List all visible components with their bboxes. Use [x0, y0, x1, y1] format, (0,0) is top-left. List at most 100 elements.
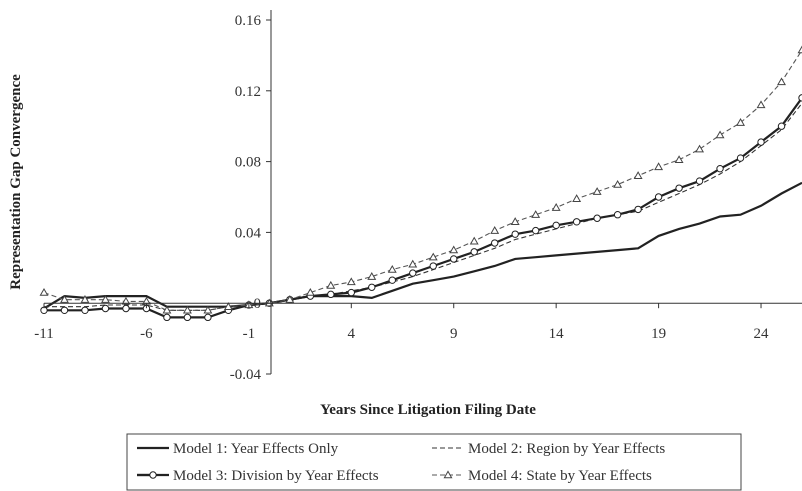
legend: Model 1: Year Effects Only Model 2: Regio… — [126, 433, 742, 491]
data-point-triangle — [162, 305, 172, 314]
data-point-circle — [163, 313, 171, 322]
x-tick-label: -1 — [243, 326, 256, 342]
legend-box — [126, 433, 742, 491]
legend-item: Model 1: Year Effects Only — [137, 441, 339, 457]
series-1 — [43, 181, 802, 310]
legend-marker-circle — [149, 471, 157, 479]
y-tick-label: 0 — [254, 296, 262, 312]
data-point-circle — [777, 122, 786, 130]
data-point-triangle — [695, 144, 705, 153]
data-point-triangle — [182, 305, 192, 314]
series-2 — [44, 102, 802, 311]
x-tick-label: 24 — [754, 326, 770, 342]
x-tick-label: 4 — [348, 326, 356, 342]
data-point-triangle — [408, 259, 418, 268]
data-point-circle — [81, 306, 89, 314]
x-tick-label: 9 — [450, 326, 458, 342]
data-point-circle — [736, 154, 745, 162]
data-point-circle — [122, 304, 130, 313]
legend-item: Model 4: State by Year Effects — [432, 468, 652, 484]
data-point-circle — [368, 283, 376, 291]
series-line-4 — [43, 49, 802, 311]
data-point-circle — [491, 239, 499, 247]
data-point-triangle — [285, 295, 295, 303]
data-point-triangle — [674, 155, 684, 164]
legend-marker-triangle — [443, 470, 453, 479]
data-point-circle — [409, 269, 417, 277]
axes: -0.04 0 0.04 0.08 0.12 0.16 -11 -6 -1 4 9 14 19 24 — [34, 10, 802, 383]
data-point-circle — [593, 214, 601, 222]
data-point-triangle — [613, 180, 623, 188]
data-point-circle — [716, 164, 724, 173]
data-point-triangle — [715, 130, 725, 139]
x-tick-label: -11 — [34, 326, 53, 342]
legend-label: Model 1: Year Effects Only — [173, 441, 339, 457]
data-point-triangle — [654, 162, 664, 171]
y-tick-label: 0.04 — [235, 225, 262, 241]
data-point-triangle — [367, 272, 377, 280]
data-point-circle — [511, 230, 519, 238]
data-point-triangle — [592, 187, 602, 195]
data-point-circle — [347, 288, 355, 297]
data-point-triangle — [531, 210, 541, 218]
data-point-circle — [388, 276, 396, 284]
data-point-triangle — [551, 203, 561, 211]
legend-label: Model 2: Region by Year Effects — [468, 441, 665, 457]
data-point-circle — [470, 248, 478, 256]
data-point-triangle — [756, 100, 766, 109]
data-point-triangle — [428, 252, 438, 261]
data-point-triangle — [572, 194, 582, 202]
x-axis-title: Years Since Litigation Filing Date — [320, 402, 536, 418]
series-4 — [39, 45, 802, 314]
data-point-triangle — [490, 226, 500, 234]
y-tick-label: 0.08 — [235, 155, 261, 171]
data-point-triangle — [510, 217, 520, 225]
x-tick-label: 19 — [651, 326, 666, 342]
data-point-circle — [757, 138, 765, 146]
data-point-triangle — [449, 245, 459, 254]
x-tick-label: 14 — [549, 326, 565, 342]
data-point-circle — [634, 205, 642, 214]
data-point-circle — [531, 226, 540, 235]
data-point-circle — [429, 262, 437, 270]
data-point-triangle — [223, 302, 233, 310]
data-point-circle — [552, 221, 560, 230]
data-point-triangle — [387, 264, 397, 273]
data-point-triangle — [469, 236, 479, 245]
data-point-triangle — [80, 295, 90, 303]
data-point-triangle — [777, 77, 786, 86]
data-point-circle — [327, 290, 335, 299]
y-tick-label: 0.12 — [235, 84, 261, 100]
data-point-circle — [675, 184, 683, 192]
y-axis-title: Representation Gap Convergence — [8, 74, 24, 290]
data-point-triangle — [39, 287, 49, 296]
y-tick-label: -0.04 — [230, 367, 262, 383]
data-point-circle — [183, 313, 192, 322]
data-point-circle — [572, 218, 581, 226]
x-tick-label: -6 — [140, 326, 153, 342]
data-point-triangle — [346, 277, 356, 286]
data-point-triangle — [100, 295, 110, 303]
plot-area — [39, 45, 802, 322]
data-point-circle — [450, 255, 458, 263]
legend-item: Model 3: Division by Year Effects — [137, 468, 379, 484]
data-point-triangle — [797, 45, 802, 54]
legend-label: Model 3: Division by Year Effects — [173, 468, 379, 484]
series-line-2 — [44, 102, 802, 311]
series-3 — [40, 94, 802, 322]
data-point-circle — [60, 306, 69, 314]
data-point-circle — [613, 211, 622, 219]
data-point-circle — [654, 193, 663, 201]
series-line-1 — [43, 181, 802, 310]
legend-item: Model 2: Region by Year Effects — [432, 441, 665, 457]
data-point-circle — [204, 313, 212, 322]
data-point-triangle — [60, 295, 69, 303]
data-point-triangle — [121, 296, 131, 305]
data-point-circle — [695, 177, 704, 185]
data-point-triangle — [305, 287, 315, 296]
y-tick-label: 0.16 — [235, 13, 262, 29]
data-point-triangle — [326, 280, 336, 289]
data-point-triangle — [203, 305, 213, 314]
data-point-triangle — [736, 118, 746, 126]
